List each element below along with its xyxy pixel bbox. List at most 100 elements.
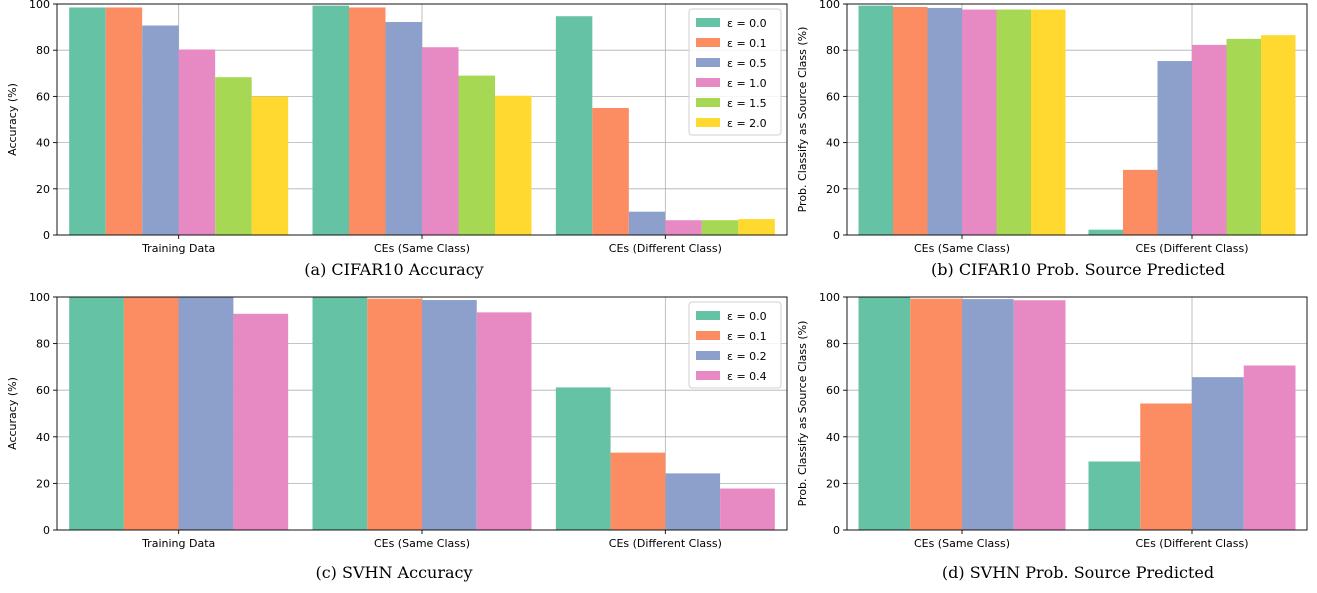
y-axis-label: Prob. Classify as Source Class (%) [796, 321, 809, 507]
bar [233, 313, 289, 530]
bar [123, 297, 179, 530]
bar [720, 488, 775, 530]
y-axis-label: Accuracy (%) [6, 83, 19, 156]
y-axis-label: Prob. Classify as Source Class (%) [796, 27, 809, 213]
y-tick-label: 60 [826, 384, 840, 397]
legend-swatch [696, 38, 720, 47]
legend-swatch [696, 18, 720, 27]
y-tick-label: 0 [43, 229, 50, 242]
bar [1192, 377, 1244, 530]
figure-caption: (c) SVHN Accuracy [315, 563, 472, 582]
legend-label: ε = 0.1 [727, 330, 767, 343]
bar [385, 22, 422, 235]
bar [476, 312, 532, 530]
legend-swatch [696, 331, 720, 340]
legend-label: ε = 1.5 [727, 97, 767, 110]
bar [701, 220, 739, 235]
bar [1243, 365, 1296, 530]
y-tick-label: 40 [36, 137, 50, 150]
bar [665, 220, 702, 235]
legend-swatch [696, 351, 720, 360]
bar [69, 7, 106, 236]
bar [312, 297, 368, 530]
x-tick-label: CEs (Different Class) [609, 242, 722, 255]
y-tick-label: 60 [36, 90, 50, 103]
y-tick-label: 20 [826, 183, 840, 196]
bar [1157, 61, 1192, 235]
chart-panel-3: 0 20 40 60 80 100 CEs (Same Class) CEs (Differe… [796, 291, 1308, 582]
x-tick-label: CEs (Different Class) [1135, 537, 1248, 550]
x-tick-label: CEs (Same Class) [374, 537, 470, 550]
bar [251, 96, 289, 236]
bar [1088, 461, 1141, 530]
bar [1261, 35, 1296, 236]
bar [422, 300, 477, 530]
legend-swatch [696, 118, 720, 127]
axes-frame [846, 3, 1308, 236]
legend-label: ε = 0.5 [727, 57, 767, 70]
legend-label: ε = 1.0 [727, 77, 767, 90]
x-tick-label: Training Data [141, 537, 215, 550]
legend-swatch [696, 98, 720, 107]
figure-caption: (d) SVHN Prob. Source Predicted [942, 563, 1214, 582]
legend-label: ε = 0.4 [727, 370, 767, 383]
bar [910, 298, 962, 530]
axes-frame [846, 296, 1308, 531]
legend-label: ε = 0.0 [727, 310, 767, 323]
y-tick-label: 100 [29, 291, 50, 304]
legend-label: ε = 2.0 [727, 117, 767, 130]
bar [665, 473, 721, 530]
bar [458, 75, 495, 235]
bar [1140, 403, 1192, 530]
y-tick-label: 100 [29, 0, 50, 11]
y-tick-label: 0 [833, 229, 840, 242]
y-tick-label: 40 [826, 431, 840, 444]
bar [962, 9, 997, 235]
y-tick-label: 80 [36, 338, 50, 351]
y-tick-label: 100 [819, 0, 840, 11]
x-tick-label: CEs (Same Class) [914, 537, 1010, 550]
y-tick-label: 20 [36, 183, 50, 196]
y-tick-label: 20 [36, 477, 50, 490]
bar [738, 219, 775, 235]
bar [1192, 44, 1227, 236]
y-tick-label: 20 [826, 477, 840, 490]
bar [858, 5, 893, 235]
y-tick-label: 60 [36, 384, 50, 397]
y-tick-label: 80 [826, 338, 840, 351]
bar [69, 297, 124, 530]
chart-panel-2: 0 20 40 60 80 100 Training Data CEs (Same Class… [6, 291, 788, 582]
chart-panel-0: 0 20 40 60 80 100 Training Data CEs (Same Class… [6, 0, 788, 279]
x-tick-label: CEs (Same Class) [374, 242, 470, 255]
bar [178, 297, 234, 530]
x-tick-label: CEs (Different Class) [609, 537, 722, 550]
bar [1031, 9, 1066, 235]
figure-caption: (a) CIFAR10 Accuracy [304, 260, 483, 279]
legend-label: ε = 0.0 [727, 17, 767, 30]
bar [367, 298, 422, 530]
y-tick-label: 80 [826, 44, 840, 57]
y-tick-label: 0 [833, 524, 840, 537]
chart-panel-1: 0 20 40 60 80 100 CEs (Same Class) CEs (Differe… [796, 0, 1308, 279]
bar [312, 5, 349, 235]
y-tick-label: 0 [43, 524, 50, 537]
legend-swatch [696, 78, 720, 87]
legend-swatch [696, 371, 720, 380]
bar [893, 7, 928, 235]
bar [349, 7, 386, 236]
bar [178, 49, 216, 235]
bar [422, 47, 459, 236]
bar [215, 77, 252, 236]
legend-swatch [696, 58, 720, 67]
y-axis-label: Accuracy (%) [6, 377, 19, 450]
bar [495, 95, 532, 235]
figure-caption: (b) CIFAR10 Prob. Source Predicted [931, 260, 1225, 279]
legend: ε = 0.0 ε = 0.1 ε = 0.2 ε = 0.4 [688, 301, 782, 389]
y-tick-label: 60 [826, 90, 840, 103]
legend-label: ε = 0.1 [727, 37, 767, 50]
legend-box [688, 301, 782, 389]
legend-swatch [696, 311, 720, 320]
x-tick-label: CEs (Different Class) [1135, 242, 1248, 255]
bar [962, 299, 1014, 530]
